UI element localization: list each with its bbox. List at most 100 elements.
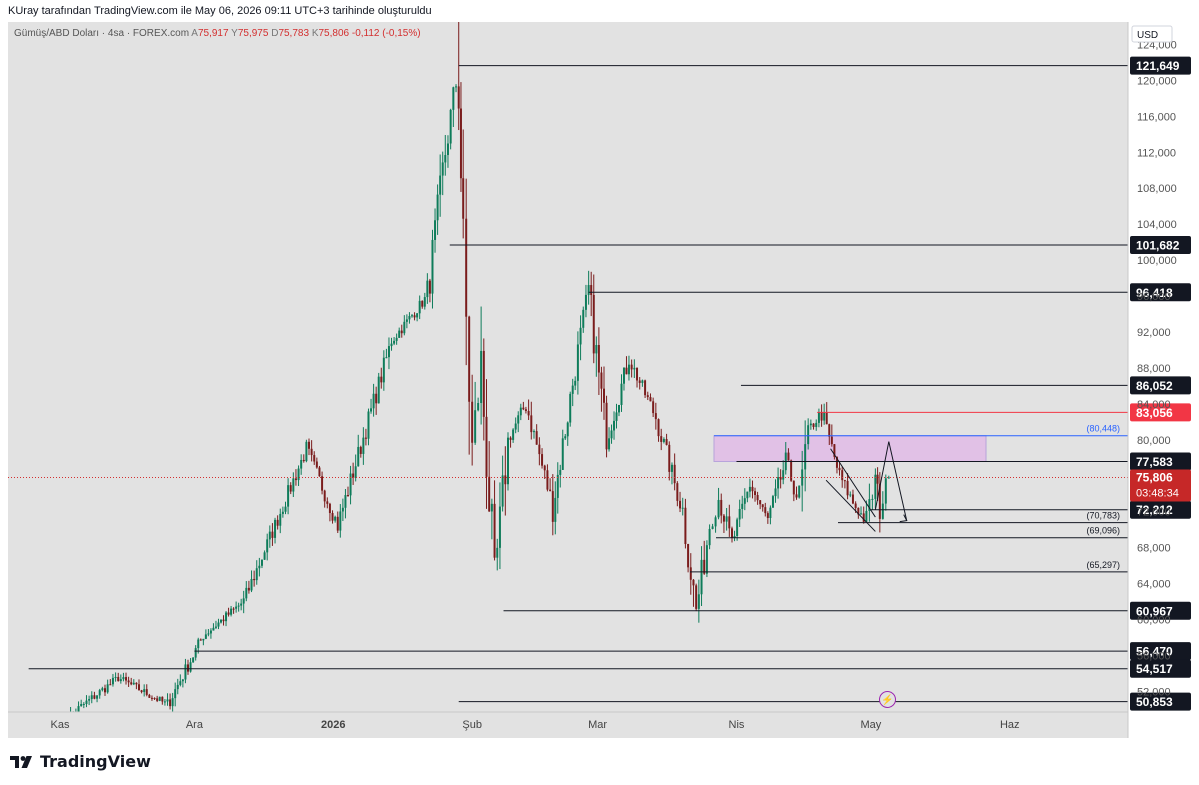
candle-body <box>227 612 230 615</box>
candle-body <box>843 480 846 482</box>
candle-body <box>825 412 828 425</box>
candle-body <box>584 294 587 310</box>
candle-body <box>787 452 790 461</box>
candle-body <box>662 439 665 442</box>
price-axis-tick: 104,000 <box>1137 219 1177 231</box>
price-axis-tick: 92,000 <box>1137 327 1171 339</box>
candle-body <box>377 376 380 404</box>
symbol-legend[interactable]: Gümüş/ABD Doları · 4sa · FOREX.com A75,9… <box>14 28 421 39</box>
candle-body <box>276 519 279 526</box>
level-price-label-bg[interactable] <box>1130 642 1191 661</box>
candle-body <box>284 506 287 512</box>
candle-body <box>496 547 499 558</box>
level-price-label-bg[interactable] <box>1130 283 1191 302</box>
candle-body <box>551 491 554 522</box>
candle-body <box>769 507 772 519</box>
level-price-label: 121,649 <box>1136 59 1180 73</box>
level-price-label: 56,470 <box>1136 645 1173 659</box>
level-price-label-bg[interactable] <box>1130 659 1191 678</box>
candle-body <box>736 519 739 536</box>
candle-body <box>96 695 99 699</box>
price-axis-tick: 52,000 <box>1137 686 1171 698</box>
level-price-label-bg[interactable] <box>1130 403 1191 422</box>
candle-body <box>777 477 780 489</box>
candle-body <box>881 503 884 519</box>
candle-body <box>530 415 533 433</box>
time-axis-tick: Nis <box>729 719 745 731</box>
candle-body <box>657 419 660 437</box>
candle-body <box>738 508 741 520</box>
price-axis-tick: 116,000 <box>1137 111 1176 123</box>
candle-body <box>807 425 810 445</box>
level-price-label-bg[interactable] <box>1130 500 1191 519</box>
candle-body <box>289 485 292 492</box>
candle-body <box>488 476 491 512</box>
candle-body <box>153 698 156 700</box>
candle-body <box>477 403 480 411</box>
currency-button[interactable] <box>1131 25 1173 43</box>
candle-body <box>408 316 411 320</box>
candle-body <box>771 496 774 508</box>
level-price-label-bg[interactable] <box>1130 376 1191 395</box>
candle-body <box>566 422 569 437</box>
candle-body <box>795 494 798 498</box>
candle-body <box>564 436 567 439</box>
candle-body <box>305 441 308 462</box>
candle-body <box>207 633 210 635</box>
candle-body <box>85 700 88 704</box>
symbol-name[interactable]: Gümüş/ABD Doları · 4sa · FOREX.com <box>14 28 190 39</box>
candle-body <box>613 420 616 431</box>
candle-body <box>297 468 300 481</box>
candle-body <box>334 516 337 521</box>
chart-pane[interactable] <box>8 22 1128 738</box>
candle-body <box>382 357 385 383</box>
candle-body <box>687 543 690 568</box>
brand-logo-area[interactable]: TradingView <box>10 752 151 771</box>
level-price-label-bg[interactable] <box>1130 235 1191 254</box>
candle-body <box>809 423 812 426</box>
candle-body <box>468 316 471 402</box>
channel-line <box>830 448 876 518</box>
candle-body <box>862 513 865 522</box>
candle-body <box>641 380 644 383</box>
level-price-label-bg[interactable] <box>1130 452 1191 471</box>
candle-body <box>387 346 390 358</box>
candle-body <box>232 608 235 610</box>
candle-body <box>411 315 413 317</box>
candle-body <box>441 162 444 176</box>
candle-body <box>452 87 455 110</box>
candle-body <box>357 446 360 467</box>
candle-body <box>181 679 184 682</box>
high-label: Y <box>231 28 238 39</box>
candle-body <box>722 515 725 522</box>
candle-body <box>260 559 263 566</box>
time-axis-tick: Kas <box>51 719 70 731</box>
candle-body <box>212 627 215 631</box>
price-axis-tick: 120,000 <box>1137 75 1177 87</box>
candle-body <box>474 410 477 443</box>
candle-body <box>192 657 195 663</box>
annotated-level-label: (69,096) <box>1086 526 1120 536</box>
candle-body <box>403 321 406 334</box>
candle-body <box>571 385 574 394</box>
level-price-label-bg[interactable] <box>1130 601 1191 620</box>
level-price-label-bg[interactable] <box>1130 56 1191 75</box>
candle-body <box>367 411 370 439</box>
candle-body <box>689 567 692 580</box>
candle-body <box>465 218 468 317</box>
candle-body <box>549 489 552 492</box>
candle-body <box>630 364 633 370</box>
candle-body <box>179 681 182 685</box>
lightning-icon[interactable]: ⚡ <box>879 691 896 708</box>
candle-body <box>711 526 714 529</box>
candle-body <box>823 412 826 421</box>
candle-body <box>111 677 114 685</box>
price-axis-tick: 56,000 <box>1137 650 1171 662</box>
candle-body <box>887 477 890 479</box>
level-price-label-bg[interactable] <box>1130 692 1191 711</box>
candle-body <box>413 315 416 318</box>
price-axis-tick: 84,000 <box>1137 399 1171 411</box>
level-price-label: 77,583 <box>1136 455 1173 469</box>
current-price-label: 75,806 <box>1136 470 1173 484</box>
